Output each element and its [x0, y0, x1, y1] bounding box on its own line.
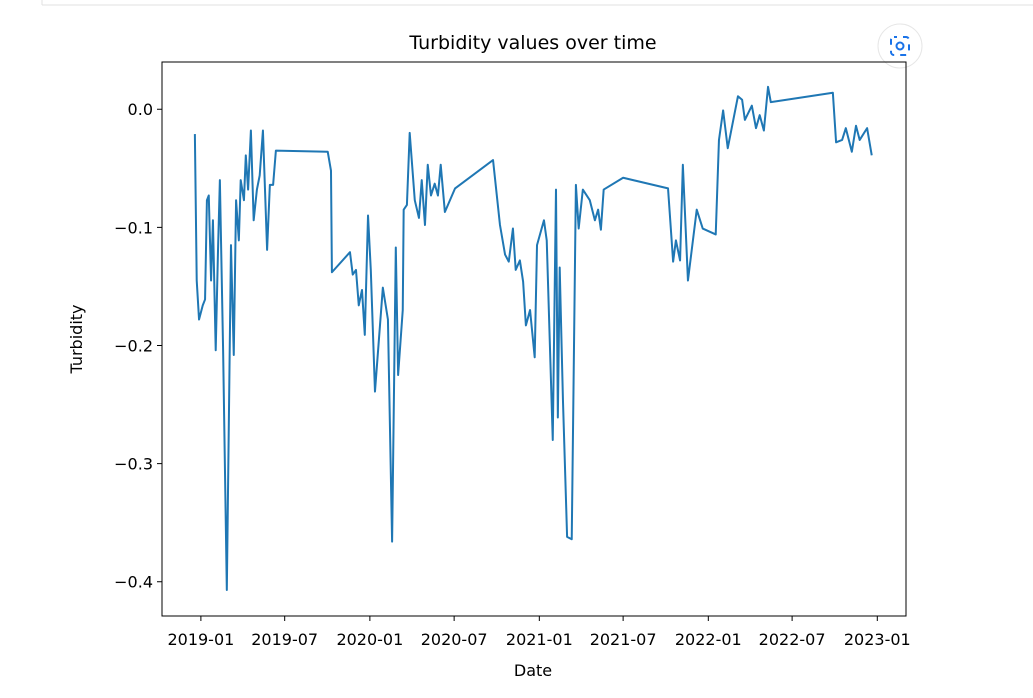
y-tick-label: 0.0	[128, 100, 153, 119]
x-tick-label: 2022-07	[759, 630, 826, 649]
y-tick-label: −0.1	[114, 218, 153, 237]
x-tick-label: 2019-07	[251, 630, 318, 649]
x-tick-label: 2020-07	[421, 630, 488, 649]
x-tick-label: 2019-01	[167, 630, 234, 649]
button-circle[interactable]	[877, 23, 923, 69]
y-tick-label: −0.4	[114, 573, 153, 592]
x-tick-label: 2021-07	[590, 630, 657, 649]
x-axis-label: Date	[514, 661, 552, 680]
plot-frame	[161, 61, 907, 617]
x-tick-label: 2021-01	[506, 630, 573, 649]
x-tick-label: 2022-01	[675, 630, 742, 649]
button-icon[interactable]	[895, 41, 905, 51]
button-icon[interactable]	[890, 36, 910, 56]
y-tick-label: −0.3	[114, 455, 153, 474]
data-line	[193, 85, 873, 592]
x-tick-label: 2023-01	[844, 630, 911, 649]
y-tick-label: −0.2	[114, 336, 153, 355]
x-tick-label: 2020-01	[336, 630, 403, 649]
chart-title: Turbidity values over time	[408, 32, 656, 54]
image-button[interactable]	[877, 23, 923, 69]
y-axis-label: Turbidity	[67, 304, 86, 374]
